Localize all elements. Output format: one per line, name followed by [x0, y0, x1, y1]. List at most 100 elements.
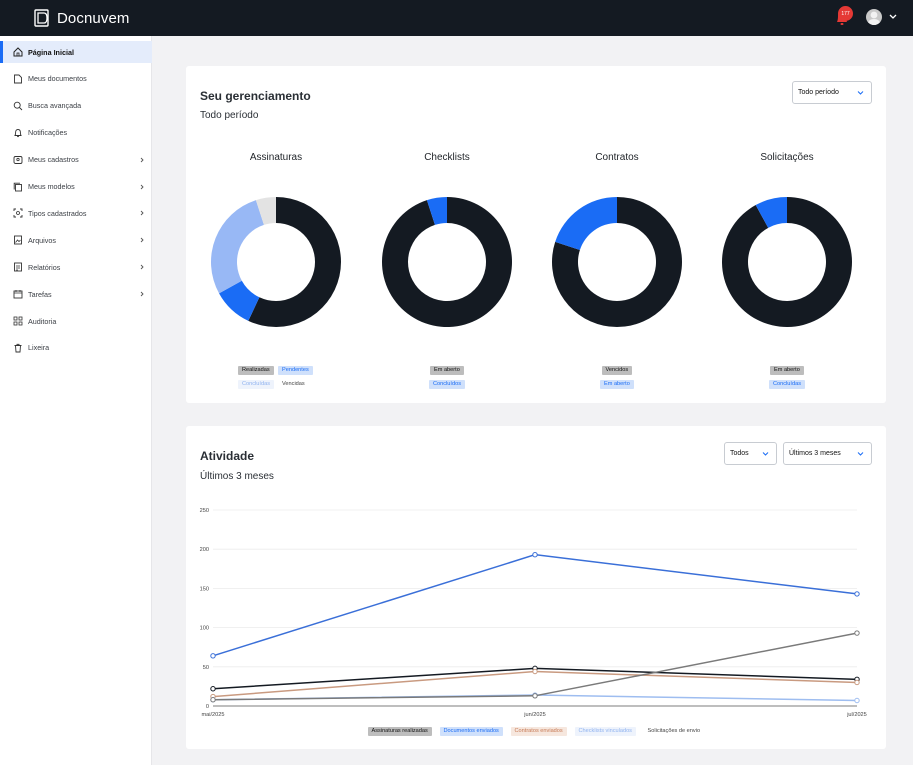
donut-chart — [552, 197, 682, 327]
donut-legend-item[interactable]: Realizadas — [238, 366, 274, 375]
x-tick-label: mai/2025 — [201, 712, 224, 718]
line-legend-item[interactable]: Solicitações de envio — [647, 728, 701, 734]
chevron-down-icon — [762, 452, 769, 456]
donut-slice[interactable] — [382, 197, 512, 327]
sidebar-item-label: Tipos cadastrados — [28, 208, 87, 218]
chevron-right-icon — [140, 291, 144, 297]
series-point[interactable] — [532, 551, 538, 558]
sidebar-item-label: Auditoria — [28, 316, 57, 326]
calendar-icon — [13, 290, 23, 299]
series-point[interactable] — [854, 697, 860, 704]
donut-slice[interactable] — [552, 197, 682, 327]
donut-legend-item[interactable]: Em aberto — [770, 366, 804, 375]
donut-legend-item[interactable]: Vencidas — [282, 381, 305, 387]
series-point[interactable] — [532, 668, 538, 675]
y-tick-label: 250 — [200, 508, 209, 514]
bell-icon — [14, 128, 22, 137]
series-point[interactable] — [854, 679, 860, 686]
scan-icon — [13, 208, 23, 218]
sidebar-item[interactable]: Meus modelos — [0, 176, 152, 198]
sidebar-item[interactable]: Meus documentos — [0, 68, 152, 90]
y-tick-label: 50 — [203, 665, 209, 671]
sidebar-item[interactable]: Lixeira — [0, 337, 152, 359]
donut-legend-item[interactable]: Em aberto — [600, 380, 634, 389]
id-card-icon — [13, 155, 23, 164]
sidebar-item-label: Meus cadastros — [28, 155, 79, 165]
series-point[interactable] — [854, 591, 860, 597]
app-name: Docnuvem — [57, 9, 130, 27]
donut-legend-item[interactable]: Pendentes — [278, 366, 313, 375]
line-legend-item[interactable]: Documentos enviados — [439, 727, 503, 736]
donut-slice[interactable] — [426, 197, 447, 225]
donut-legend-item[interactable]: Vencidos — [601, 366, 633, 375]
donut-title: Checklists — [424, 152, 470, 163]
home-icon — [13, 47, 23, 57]
period-select[interactable]: Todo período — [792, 81, 872, 104]
series-point[interactable] — [210, 697, 216, 703]
logo[interactable]: Docnuvem — [34, 9, 130, 27]
sidebar-item-label: Notificações — [28, 128, 68, 138]
activity-filter-select[interactable]: Todos — [724, 442, 777, 465]
chevron-down-icon — [857, 452, 864, 456]
management-title: Seu gerenciamento — [200, 89, 311, 103]
docnuvem-logo-icon — [34, 9, 49, 27]
series-point[interactable] — [210, 653, 216, 659]
line-legend-item[interactable]: Assinaturas realizadas — [367, 727, 432, 736]
donut-slice[interactable] — [211, 200, 264, 294]
line-legend-item[interactable]: Checklists vinculados — [574, 727, 636, 736]
chevron-right-icon — [140, 237, 144, 243]
donut-chart — [211, 197, 342, 327]
sidebar-item[interactable]: Auditoria — [0, 310, 152, 332]
series-line — [212, 553, 858, 657]
donut-slice[interactable] — [219, 280, 260, 321]
y-tick-label: 100 — [200, 626, 209, 632]
sidebar-item[interactable]: Tipos cadastrados — [0, 202, 152, 224]
user-menu-chevron-icon[interactable] — [888, 10, 898, 24]
avatar-icon — [867, 11, 881, 25]
y-tick-label: 200 — [200, 547, 209, 553]
report-icon — [14, 262, 22, 272]
activity-title: Atividade — [200, 449, 255, 463]
chevron-right-icon — [140, 264, 144, 270]
donut-chart — [722, 197, 852, 327]
grid-icon — [13, 316, 23, 326]
donut-slice[interactable] — [255, 197, 276, 225]
notification-badge[interactable]: 177 — [838, 6, 853, 21]
chevron-right-icon — [140, 157, 144, 162]
sidebar-item-label: Busca avançada — [28, 101, 82, 111]
donut-legend-item[interactable]: Concluídas — [238, 380, 274, 389]
donut-slice[interactable] — [555, 197, 617, 250]
donut-slice[interactable] — [722, 197, 852, 327]
sidebar-item[interactable]: Página Inicial — [0, 41, 152, 63]
donut-slice[interactable] — [248, 197, 342, 327]
activity-card: Atividade Últimos 3 meses Todos Últimos … — [186, 426, 886, 749]
sidebar-item[interactable]: Meus cadastros — [0, 149, 152, 171]
sidebar-item[interactable]: Tarefas — [0, 283, 152, 305]
avatar[interactable] — [866, 9, 882, 25]
sidebar-item-label: Arquivos — [28, 235, 56, 245]
management-subtitle: Todo período — [200, 110, 259, 121]
y-tick-label: 0 — [206, 704, 209, 710]
copy-icon — [13, 182, 22, 191]
trash-icon — [14, 343, 22, 353]
sidebar-item[interactable]: Arquivos — [0, 229, 152, 251]
line-legend-item[interactable]: Contratos enviados — [510, 727, 567, 736]
series-point[interactable] — [532, 693, 538, 699]
sidebar-item-label: Meus modelos — [28, 182, 75, 191]
sidebar-item[interactable]: Notificações — [0, 122, 152, 144]
sidebar-item[interactable]: Relatórios — [0, 256, 152, 278]
series-point[interactable] — [854, 630, 860, 636]
donut-legend-item[interactable]: Em aberto — [430, 366, 464, 375]
series-point[interactable] — [210, 686, 216, 692]
y-tick-label: 150 — [200, 586, 209, 592]
donut-title: Contratos — [595, 152, 639, 163]
donut-slice[interactable] — [755, 197, 787, 228]
management-card: Seu gerenciamento Todo período Todo perí… — [186, 66, 886, 403]
donut-legend-item[interactable]: Concluídos — [429, 380, 465, 389]
chevron-right-icon — [140, 184, 144, 189]
activity-range-select[interactable]: Últimos 3 meses — [783, 442, 872, 465]
top-bar: Docnuvem — [0, 0, 913, 36]
sidebar-item[interactable]: Busca avançada — [0, 95, 152, 117]
chevron-down-icon — [857, 91, 864, 95]
donut-legend-item[interactable]: Concluídas — [769, 380, 805, 389]
